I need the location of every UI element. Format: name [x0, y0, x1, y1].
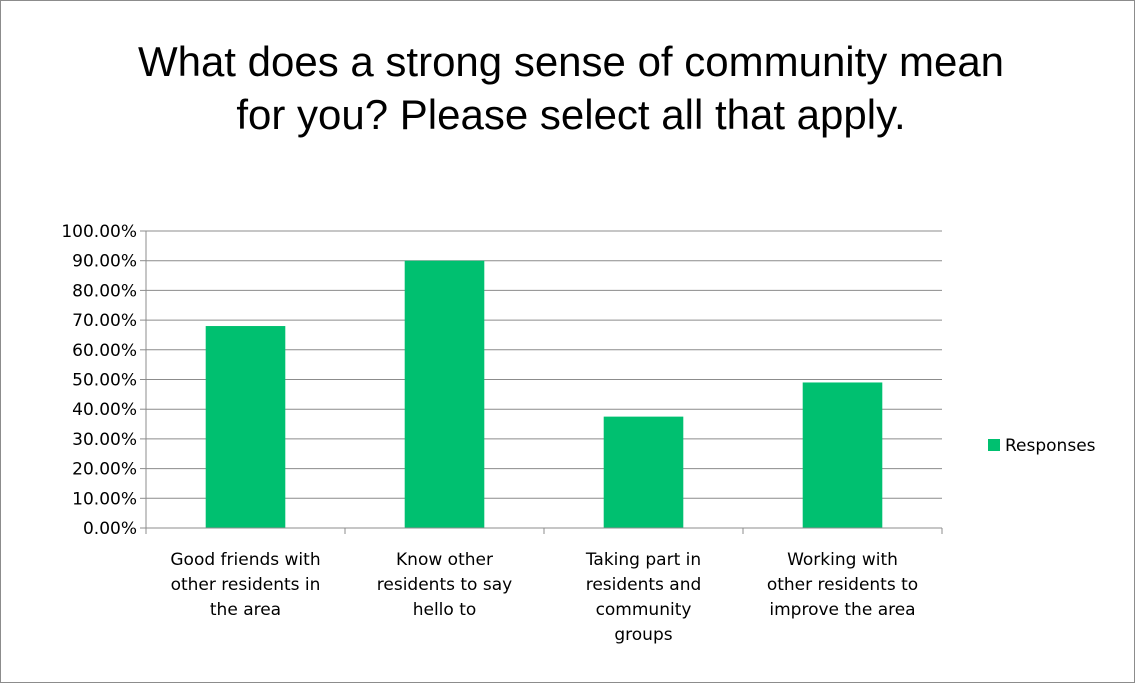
x-category-label: Good friends with other residents in the a…: [170, 550, 320, 620]
bar: [603, 416, 684, 528]
axes: [140, 230, 943, 534]
y-tick-label: 90.00%: [72, 252, 137, 272]
y-tick-labels: 0.00% 10.00% 20.00% 30.00% 40.00% 50.00% 60.00…: [61, 222, 137, 539]
y-tick-label: 100.00%: [61, 222, 137, 242]
legend-label: Responses: [1005, 436, 1096, 456]
y-tick-label: 70.00%: [72, 311, 137, 331]
y-tick-label: 10.00%: [72, 489, 137, 509]
y-tick-label: 40.00%: [72, 400, 137, 420]
x-category-label: Know other residents to say hello to: [377, 550, 512, 620]
x-category-label: Working with other residents to improve th…: [767, 550, 918, 620]
y-tick-label: 80.00%: [72, 281, 137, 301]
chart-title: What does a strong sense of community me…: [137, 38, 1005, 138]
bars: [205, 260, 883, 528]
y-tick-label: 30.00%: [72, 430, 137, 450]
y-tick-label: 20.00%: [72, 460, 137, 480]
legend-swatch: [988, 439, 1000, 451]
bar: [205, 326, 286, 528]
y-tick-label: 50.00%: [72, 371, 137, 391]
x-category-label: Taking part in residents and community grou…: [585, 550, 701, 645]
x-category-labels: Good friends with other residents in the a…: [170, 550, 918, 645]
y-tick-label: 0.00%: [83, 519, 137, 539]
y-tick-label: 60.00%: [72, 341, 137, 361]
bar: [802, 382, 883, 528]
legend: Responses: [988, 436, 1096, 456]
bar: [404, 260, 485, 528]
